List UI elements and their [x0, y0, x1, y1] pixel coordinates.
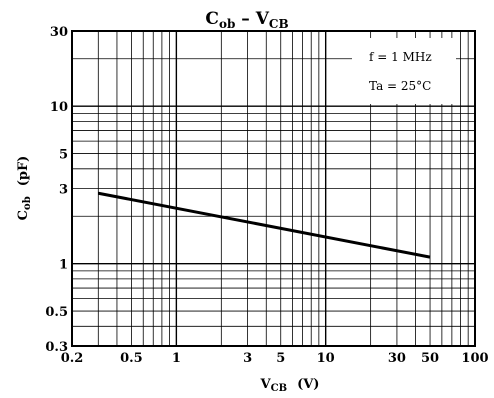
- series-line: [98, 191, 431, 259]
- x-tick-labels: 0.2 0.5 1 3 5 10 30 50 100: [61, 351, 489, 366]
- y-tick-label: 30: [50, 25, 68, 40]
- x-tick-label: 0.2: [61, 351, 84, 366]
- x-tick-label: 100: [461, 351, 488, 366]
- x-axis-label: VCB (V): [260, 377, 320, 394]
- x-tick-label: 3: [243, 351, 252, 366]
- annotation-box-bg: [352, 38, 456, 104]
- data-series: [98, 191, 431, 259]
- x-tick-label: 30: [388, 351, 406, 366]
- x-tick-label: 1: [172, 351, 181, 366]
- x-tick-label: 0.5: [120, 351, 143, 366]
- x-tick-label: 50: [421, 351, 439, 366]
- chart-title: Cob – VCB: [205, 9, 288, 31]
- minor-grid: [72, 31, 475, 346]
- x-tick-label: 5: [276, 351, 285, 366]
- y-tick-label: 10: [50, 100, 68, 115]
- y-axis-label: Cob(pF): [16, 156, 33, 221]
- major-grid: [72, 31, 475, 346]
- annotation-temperature: Ta = 25°C: [369, 79, 431, 93]
- x-tick-label: 10: [317, 351, 335, 366]
- plot-frame: [71, 30, 476, 347]
- y-tick-label: 3: [59, 183, 68, 198]
- y-tick-label: 0.5: [45, 305, 68, 320]
- annotation-frequency: f = 1 MHz: [369, 50, 432, 64]
- y-tick-label: 1: [59, 258, 68, 273]
- y-tick-labels: 0.3 0.5 1 3 5 10 30: [45, 25, 68, 355]
- y-tick-label: 0.3: [45, 340, 68, 355]
- y-tick-label: 5: [59, 148, 68, 163]
